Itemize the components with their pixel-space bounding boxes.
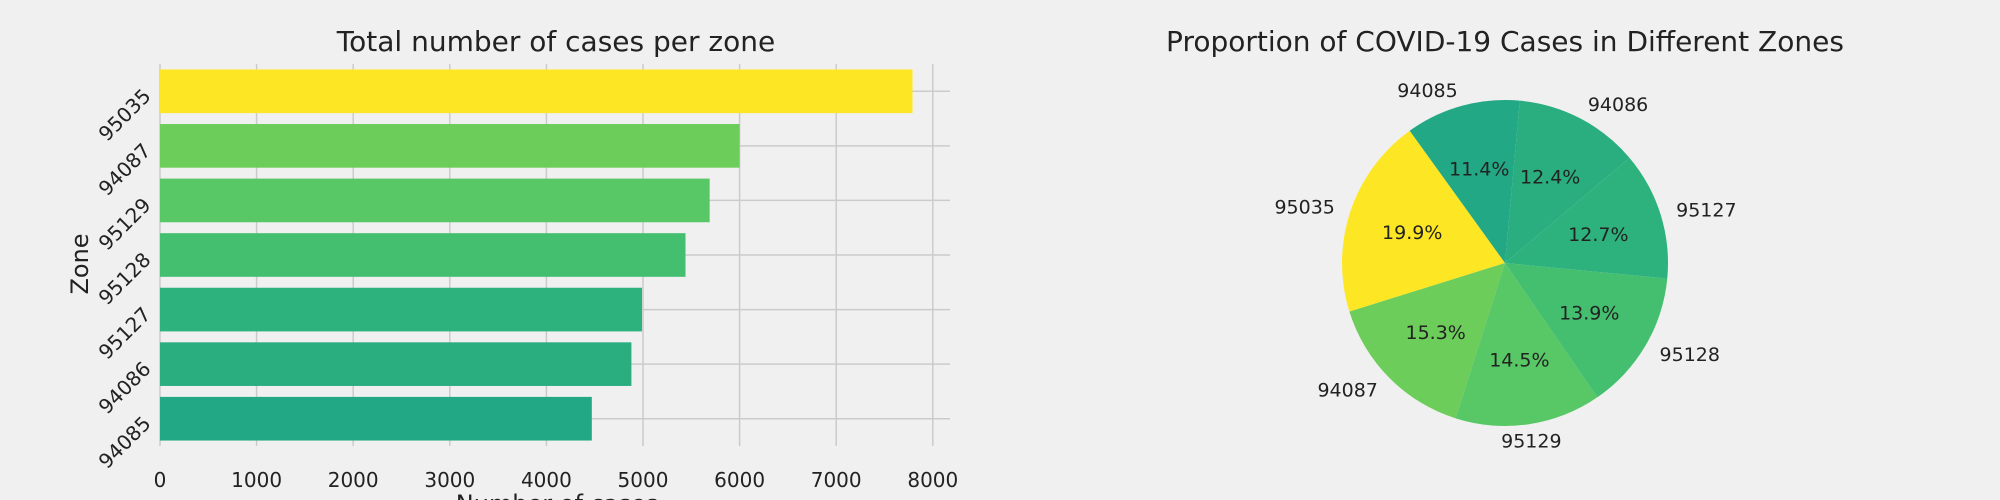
x-tick-label: 2000 [328, 468, 379, 492]
x-tick-label: 8000 [907, 468, 958, 492]
pie-percent-label: 12.7% [1568, 224, 1628, 246]
pie-percent-label: 15.3% [1406, 322, 1466, 344]
bar-chart-title: Total number of cases per zone [336, 25, 775, 58]
x-tick-label: 4000 [521, 468, 572, 492]
bar-series [160, 69, 913, 441]
bar [160, 342, 632, 386]
pie-slice-label: 95128 [1660, 344, 1720, 366]
pie-slice-label: 95035 [1274, 196, 1334, 218]
pie-percent-label: 14.5% [1489, 350, 1549, 372]
bar-x-axis-label: Number of cases [456, 490, 658, 500]
y-tick-label: 95035 [94, 84, 156, 146]
bar [160, 287, 643, 332]
bar [160, 233, 686, 277]
pie-slice-label: 95129 [1501, 430, 1561, 452]
pie-chart: Proportion of COVID-19 Cases in Differen… [1166, 25, 1844, 452]
pie-labels: 95035 19.9% 94087 15.3% 95129 14.5% 95128 13.9%… [1274, 80, 1736, 452]
pie-slice-label: 94086 [1588, 94, 1648, 116]
pie-slice [1455, 263, 1598, 426]
pie-percent-label: 13.9% [1559, 303, 1619, 325]
x-tick-label: 6000 [714, 468, 765, 492]
x-tick-label: 0 [154, 468, 167, 492]
bar [160, 178, 710, 223]
pie-chart-title: Proportion of COVID-19 Cases in Differen… [1166, 25, 1844, 58]
y-tick-label: 94087 [94, 138, 156, 200]
x-tick-label: 1000 [231, 468, 282, 492]
pie-slice [1505, 157, 1668, 279]
bar [160, 396, 592, 441]
y-tick-label: 95128 [94, 248, 156, 310]
pie-slice-label: 94085 [1397, 80, 1457, 102]
bar-x-ticks: 0 1000 2000 3000 4000 5000 6000 7000 8000 [154, 468, 959, 492]
pie-slice [1409, 100, 1520, 263]
pie-slice-label: 95127 [1676, 200, 1736, 222]
x-tick-label: 7000 [811, 468, 862, 492]
y-tick-label: 95127 [94, 302, 156, 364]
y-tick-label: 94086 [94, 357, 156, 419]
y-tick-label: 94085 [94, 411, 156, 473]
pie-slice [1342, 130, 1505, 312]
bar [160, 124, 740, 168]
x-tick-label: 3000 [424, 468, 475, 492]
x-tick-label: 5000 [618, 468, 669, 492]
pie-slices [1342, 100, 1668, 426]
bar [160, 69, 913, 114]
bar-y-axis-label: Zone [66, 233, 94, 294]
y-tick-label: 95129 [94, 193, 156, 255]
pie-slice [1505, 100, 1630, 264]
pie-slice-label: 94087 [1317, 379, 1377, 401]
bar-chart: Total number of cases per zone 0 1000 2000… [66, 25, 958, 500]
pie-slice [1349, 263, 1505, 419]
pie-percent-label: 11.4% [1449, 159, 1509, 181]
pie-slice [1505, 263, 1668, 398]
pie-percent-label: 19.9% [1382, 222, 1442, 244]
pie-percent-label: 12.4% [1520, 166, 1580, 188]
